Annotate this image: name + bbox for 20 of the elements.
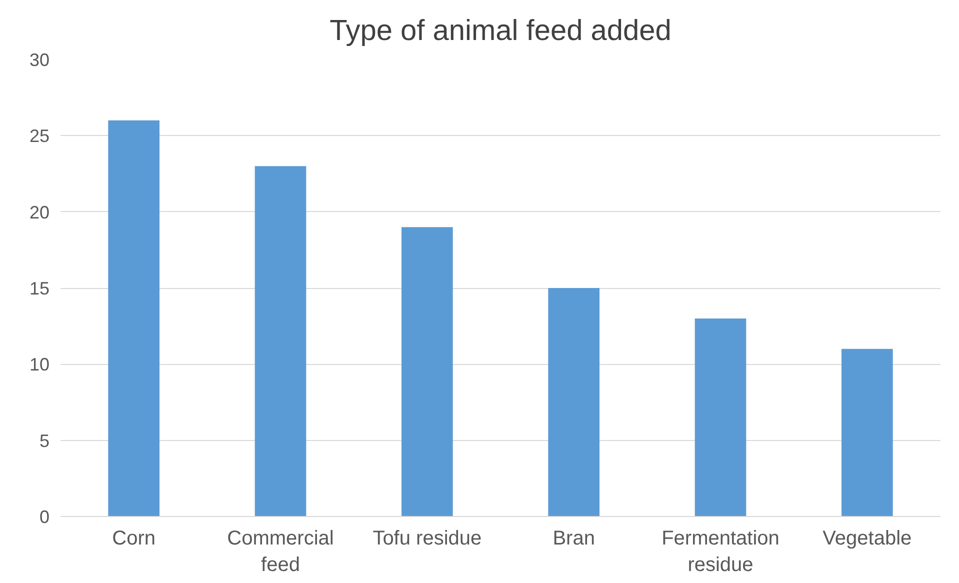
y-tick-label: 10 [29, 354, 50, 375]
bar [108, 120, 160, 516]
chart-title: Type of animal feed added [330, 15, 672, 47]
bar [402, 227, 453, 516]
y-tick-label: 25 [29, 126, 50, 146]
x-tick-label: Commercial feed [227, 528, 334, 576]
bar [548, 288, 600, 516]
x-tick-label: Fermentation residue [662, 528, 780, 576]
x-tick-label: Bran [552, 528, 595, 550]
bar [842, 348, 893, 516]
y-tick-label: 30 [29, 50, 50, 70]
y-tick-label: 0 [39, 507, 50, 527]
bar [254, 166, 306, 516]
x-tick-label: Corn [112, 528, 156, 550]
y-tick-label: 15 [29, 278, 50, 298]
x-tick-label: Tofu residue [372, 528, 482, 550]
bar [694, 318, 746, 516]
x-tick-label: Vegetable [822, 528, 912, 550]
y-tick-label: 20 [29, 202, 50, 222]
y-tick-label: 5 [39, 430, 50, 451]
